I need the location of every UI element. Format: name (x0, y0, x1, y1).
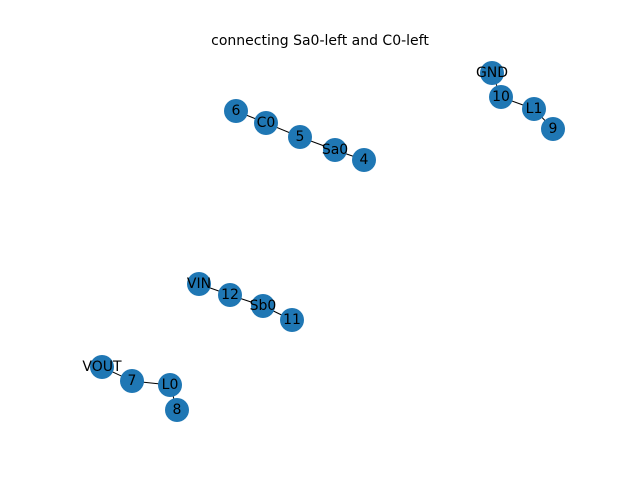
node-label-12: 12 (221, 287, 239, 303)
node-6 (224, 99, 248, 123)
node-label-gnd: GND (476, 65, 508, 81)
node-12 (218, 283, 242, 307)
node-7 (120, 369, 144, 393)
node-label-sb0: Sb0 (250, 298, 277, 314)
node-label-9: 9 (549, 121, 558, 137)
figure-title: connecting Sa0-left and C0-left (211, 33, 429, 49)
nodes-layer (90, 61, 565, 422)
node-label-7: 7 (128, 373, 137, 389)
node-8 (165, 398, 189, 422)
node-label-10: 10 (492, 89, 510, 105)
labels-layer: 6 C0 5 Sa0 4 GND 10 L1 9 VIN 12 Sb0 11 VOUT 7 L0 8 (82, 65, 557, 418)
node-c0 (254, 111, 278, 135)
node-label-4: 4 (360, 152, 369, 168)
node-sb0 (251, 294, 275, 318)
node-label-5: 5 (296, 129, 305, 145)
node-label-l1: L1 (526, 101, 543, 117)
node-l0 (158, 373, 182, 397)
node-11 (280, 308, 304, 332)
node-label-8: 8 (173, 402, 182, 418)
node-sa0 (323, 138, 347, 162)
node-gnd (480, 61, 504, 85)
node-vin (187, 272, 211, 296)
node-label-vout: VOUT (82, 359, 122, 375)
node-4 (352, 148, 376, 172)
node-label-11: 11 (283, 312, 301, 328)
node-label-6: 6 (232, 103, 241, 119)
node-label-c0: C0 (257, 115, 276, 131)
edges-layer (101, 72, 554, 411)
node-9 (541, 117, 565, 141)
node-label-sa0: Sa0 (322, 142, 348, 158)
node-l1 (522, 97, 546, 121)
node-vout (90, 355, 114, 379)
node-5 (288, 125, 312, 149)
node-label-l0: L0 (162, 377, 179, 393)
node-10 (489, 85, 513, 109)
node-label-vin: VIN (187, 276, 211, 292)
